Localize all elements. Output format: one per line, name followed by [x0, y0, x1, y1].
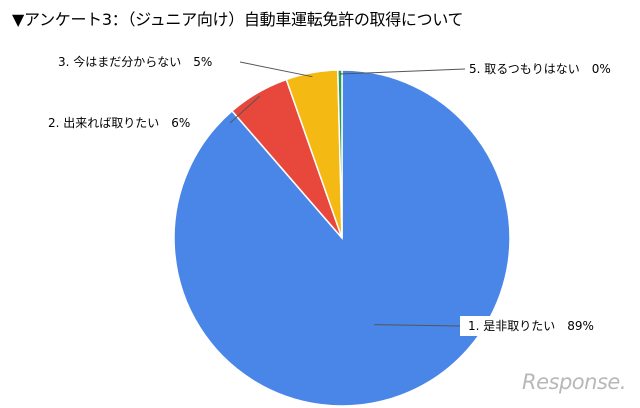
data-label-1: 1. 是非取りたい 89% [468, 319, 594, 333]
data-label-4: 5. 取るつもりはない 0% [469, 62, 611, 76]
pie-slice-4 [337, 69, 343, 239]
leader-line-2 [229, 95, 261, 124]
chart-title: ▼アンケート3：（ジュニア向け）自動車運転免許の取得について [12, 10, 464, 29]
data-label-box-1 [460, 316, 628, 336]
leader-line-3 [239, 61, 313, 78]
data-label-2: 2. 出来れば取りたい 6% [48, 116, 190, 130]
response-logo: Response. [522, 370, 626, 394]
leader-line-4 [339, 68, 466, 75]
data-label-3: 3. 今はまだ分からない 5% [58, 54, 212, 69]
leader-line-1 [374, 324, 461, 327]
